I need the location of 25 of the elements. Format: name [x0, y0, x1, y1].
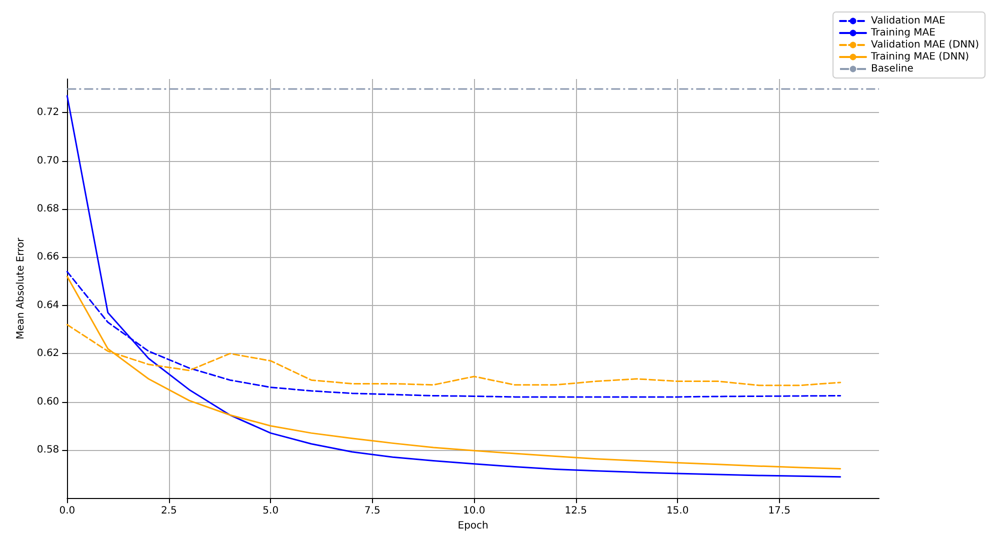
- line-series: [66, 95, 842, 478]
- legend-label: Baseline: [871, 64, 914, 74]
- legend-label: Validation MAE: [871, 16, 946, 26]
- x-tick-label: 15.0: [666, 506, 689, 517]
- y-tick-label: 0.64: [36, 300, 60, 311]
- legend-label: Validation MAE (DNN): [871, 40, 980, 50]
- y-tick-label: 0.72: [36, 107, 60, 118]
- y-tick-label: 0.60: [36, 396, 60, 408]
- legend-label: Training MAE: [870, 28, 936, 38]
- x-tick-label: 0.0: [59, 506, 76, 517]
- y-tick-label: 0.66: [36, 252, 60, 263]
- legend-label: Training MAE (DNN): [870, 52, 970, 62]
- x-tick-label: 2.5: [160, 506, 177, 517]
- y-tick-label: 0.62: [36, 348, 60, 360]
- x-tick-label: 5.0: [262, 506, 279, 517]
- x-axis-title: Epoch: [458, 520, 488, 532]
- y-tick-label: 0.70: [36, 155, 60, 166]
- x-tick-label: 12.5: [564, 506, 587, 517]
- y-tick-label: 0.68: [36, 204, 60, 215]
- line-series: [66, 276, 842, 470]
- y-axis-title: Mean Absolute Error: [16, 236, 26, 340]
- y-tick-label: 0.58: [36, 444, 60, 456]
- x-tick-label: 7.5: [364, 506, 380, 517]
- x-tick-label: 10.0: [462, 506, 486, 517]
- x-tick-label: 17.5: [768, 506, 790, 517]
